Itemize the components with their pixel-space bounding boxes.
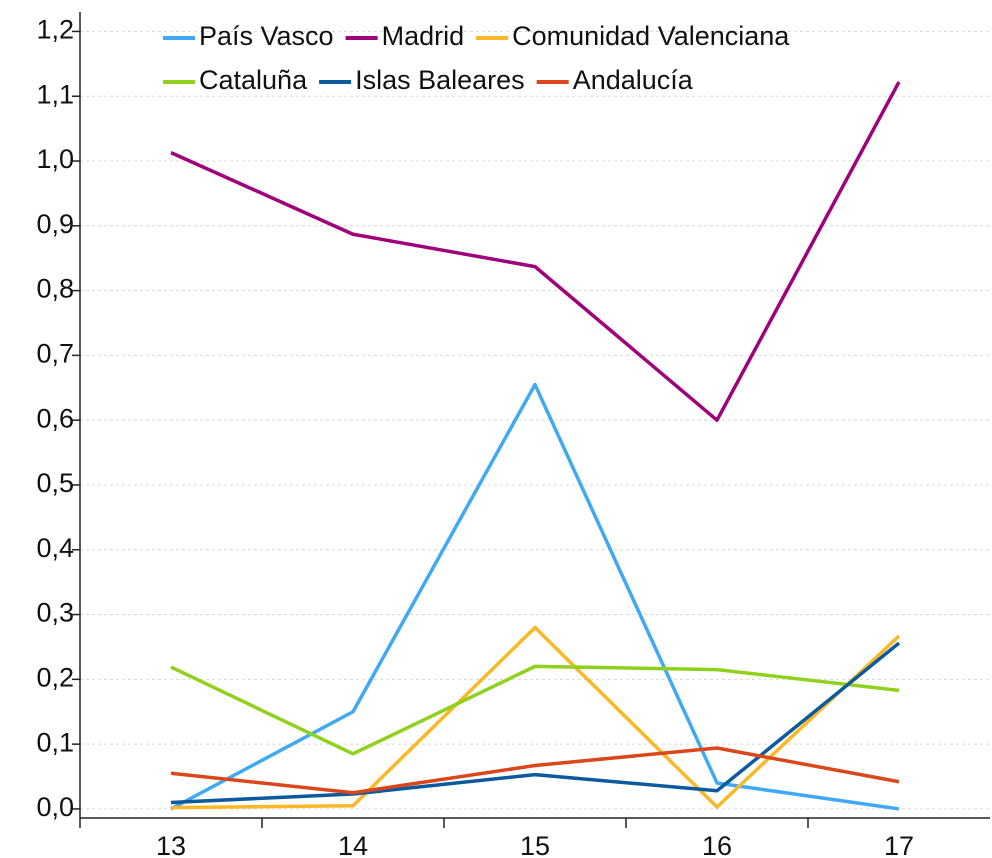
y-tick-label: 0,5 [36, 468, 74, 498]
y-tick-label: 0,3 [36, 598, 74, 628]
x-tick-label: 16 [702, 831, 732, 858]
series-line [170, 382, 900, 811]
series-line [170, 664, 900, 756]
x-tick-label: 17 [884, 831, 914, 858]
legend-label: País Vasco [199, 21, 334, 51]
series-line [170, 81, 901, 422]
y-tick-label: 1,1 [36, 79, 74, 109]
y-tick-label: 0,6 [36, 403, 74, 433]
y-tick-label: 1,2 [36, 15, 74, 45]
series-line [170, 625, 901, 810]
legend-label: Cataluña [199, 65, 308, 95]
y-tick-label: 0,2 [36, 662, 74, 692]
y-tick-label: 0,0 [36, 792, 74, 822]
y-tick-label: 0,1 [36, 727, 74, 757]
y-tick-label: 0,8 [36, 274, 74, 304]
series-line [170, 641, 901, 805]
y-tick-label: 0,9 [36, 209, 74, 239]
x-tick-label: 13 [156, 831, 186, 858]
x-tick-label: 15 [520, 831, 550, 858]
legend-label: Andalucía [573, 65, 694, 95]
legend-label: Comunidad Valenciana [512, 21, 790, 51]
y-tick-label: 0,4 [36, 533, 74, 563]
legend-label: Madrid [382, 21, 465, 51]
y-tick-label: 1,0 [36, 144, 74, 174]
x-tick-label: 14 [338, 831, 368, 858]
y-tick-label: 0,7 [36, 339, 74, 369]
series-line [170, 746, 900, 795]
legend-label: Islas Baleares [355, 65, 525, 95]
